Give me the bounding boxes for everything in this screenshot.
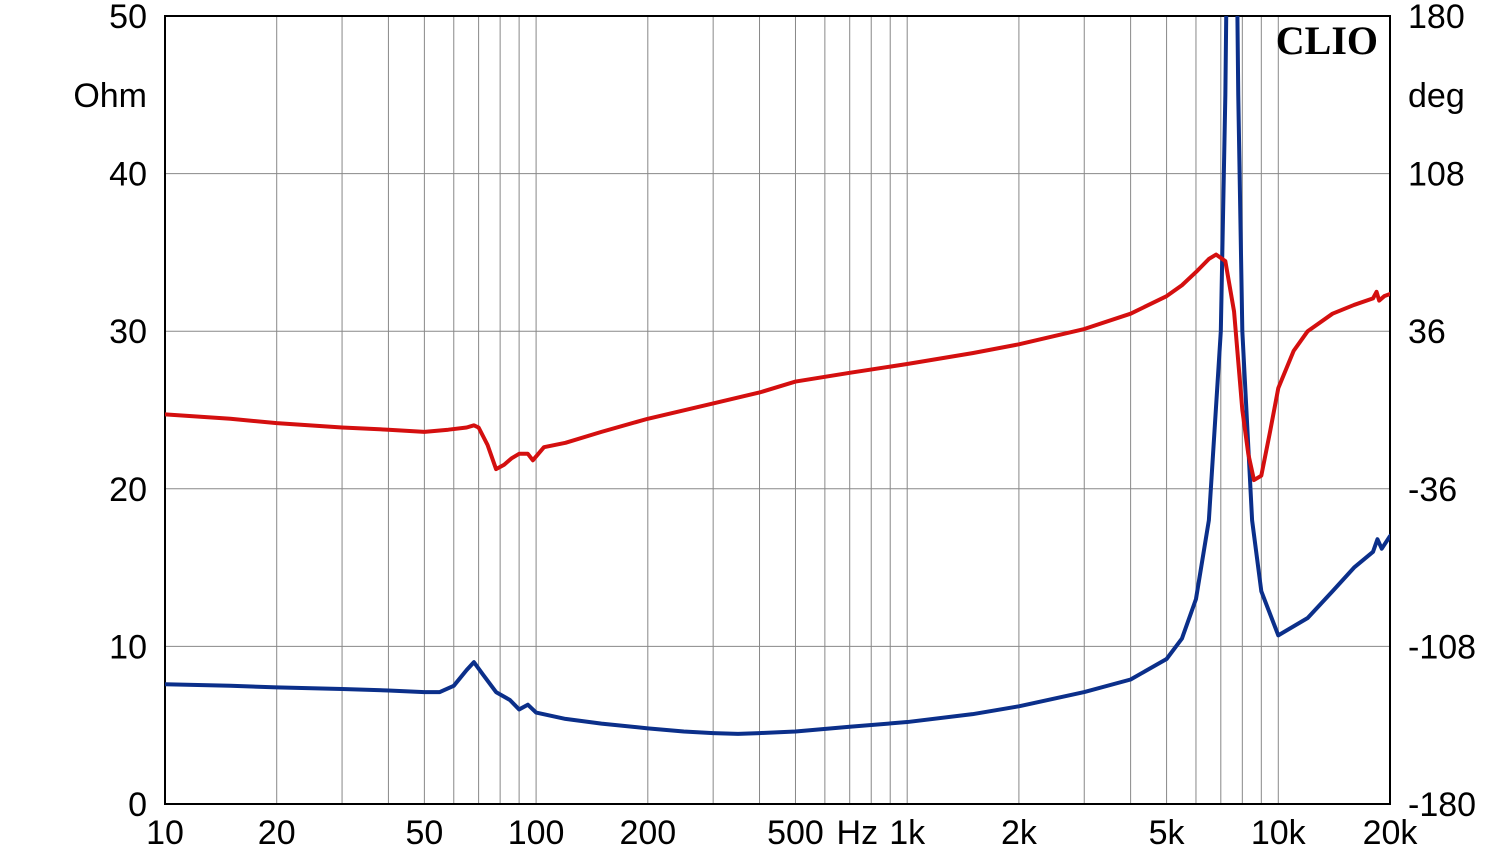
y-right-tick: 108: [1408, 156, 1465, 194]
x-tick: 500: [767, 814, 824, 852]
x-tick: 1k: [889, 814, 926, 852]
y-left-tick: 50: [109, 0, 147, 36]
y-right-tick: -36: [1408, 471, 1457, 509]
x-tick: 10: [146, 814, 184, 852]
x-tick: 2k: [1001, 814, 1038, 852]
y-right-tick: 36: [1408, 313, 1446, 351]
y-right-tick: 180: [1408, 0, 1465, 36]
y-right-tick: -108: [1408, 628, 1476, 666]
y-left-tick: 0: [128, 786, 147, 824]
y-right-tick: -180: [1408, 786, 1476, 824]
x-tick: 200: [619, 814, 676, 852]
x-tick: 5k: [1149, 814, 1186, 852]
y-left-tick: 20: [109, 471, 147, 509]
x-unit-label: Hz: [837, 814, 879, 852]
x-tick: 10k: [1251, 814, 1307, 852]
y-left-label: Ohm: [73, 77, 147, 115]
y-left-tick: 40: [109, 156, 147, 194]
x-tick: 100: [508, 814, 565, 852]
y-left-tick: 10: [109, 628, 147, 666]
y-left-tick: 30: [109, 313, 147, 351]
x-tick: 50: [405, 814, 443, 852]
x-tick: 20k: [1363, 814, 1419, 852]
x-tick: 20: [258, 814, 296, 852]
impedance-phase-chart: 01020304050Ohm-180-108-3636108180deg1020…: [0, 0, 1500, 866]
chart-svg: 01020304050Ohm-180-108-3636108180deg1020…: [0, 0, 1500, 866]
brand-label: CLIO: [1276, 18, 1378, 63]
y-right-label: deg: [1408, 77, 1465, 115]
